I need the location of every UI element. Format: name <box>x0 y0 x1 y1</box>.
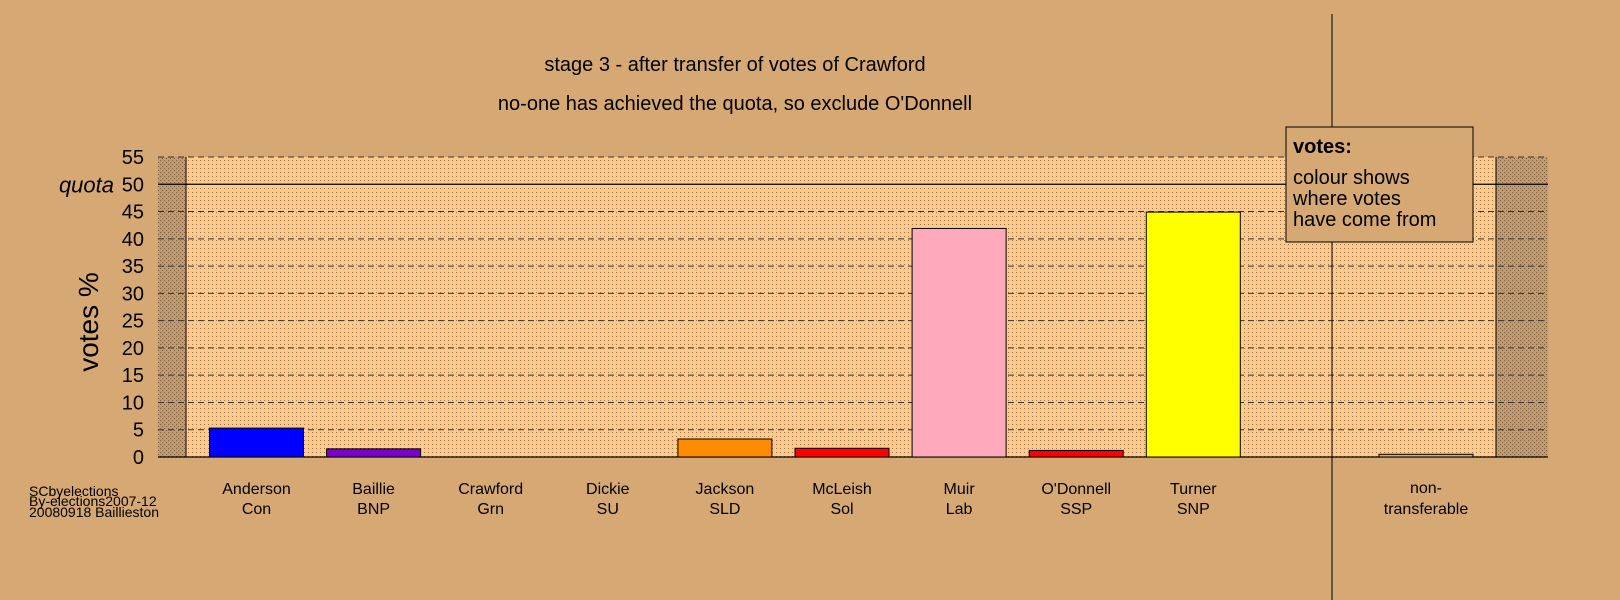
y-tick-label: 5 <box>133 420 144 442</box>
category-name-label: Crawford <box>458 481 523 498</box>
category-name-label: Baillie <box>352 481 395 498</box>
category-party-label: SNP <box>1177 501 1210 518</box>
y-tick-label: 35 <box>122 256 144 278</box>
legend-box <box>1285 126 1474 243</box>
y-tick-label: 55 <box>122 147 144 169</box>
category-party-label: BNP <box>357 501 390 518</box>
y-tick-labels: 0 5 10 15 20 25 30 35 40 45 50 55 <box>122 147 144 469</box>
bars <box>209 211 1474 458</box>
bar <box>1028 449 1124 458</box>
legend: votes: colour shows where votes have com… <box>1285 126 1474 243</box>
category-party-label: Lab <box>946 501 973 518</box>
category-nontransferable-label: transferable <box>1384 501 1469 518</box>
legend-line: colour shows <box>1293 167 1410 189</box>
y-tick-label: 45 <box>122 202 144 224</box>
y-tick-label: 10 <box>122 392 144 414</box>
bar <box>326 448 422 458</box>
category-name-label: Anderson <box>222 481 291 498</box>
category-nontransferable-label: non- <box>1410 480 1442 497</box>
y-tick-label: 25 <box>122 311 144 333</box>
plot-area-right-margin <box>1496 157 1548 457</box>
y-tick-label: 0 <box>133 447 144 469</box>
category-name-label: Turner <box>1170 481 1217 498</box>
category-party-label: SSP <box>1060 501 1092 518</box>
category-party-label: Sol <box>830 501 853 518</box>
category-name-label: Dickie <box>586 481 630 498</box>
y-tick-label: 20 <box>122 338 144 360</box>
bar-nontransferable <box>1378 453 1474 458</box>
category-party-label: Con <box>242 501 271 518</box>
y-tick-label: 30 <box>122 283 144 305</box>
legend-line: have come from <box>1293 209 1436 231</box>
y-tick-label: 50 <box>122 174 144 196</box>
bar <box>209 427 304 458</box>
legend-line: where votes <box>1292 188 1401 210</box>
bar <box>911 227 1007 458</box>
plot-area <box>186 157 1496 457</box>
y-tick-label: 40 <box>122 229 144 251</box>
category-party-label: SU <box>597 501 619 518</box>
y-tick-label: 15 <box>122 365 144 387</box>
category-name-label: O'Donnell <box>1041 481 1111 498</box>
y-axis-label: votes % <box>73 272 104 372</box>
bar <box>794 447 890 458</box>
legend-title: votes: <box>1293 136 1352 158</box>
category-name-label: McLeish <box>812 481 872 498</box>
category-labels: Anderson Con Baillie BNP Crawford Grn Dickie SU… <box>222 480 1468 518</box>
category-name-label: Jackson <box>696 481 755 498</box>
chart-title: stage 3 - after transfer of votes of Cra… <box>544 54 925 76</box>
category-name-label: Muir <box>944 481 976 498</box>
bar <box>677 438 773 458</box>
category-party-label: Grn <box>477 501 504 518</box>
chart-subtitle: no-one has achieved the quota, so exclud… <box>498 93 972 115</box>
source-line: By-elections2007-12 <box>29 493 157 509</box>
plot-area-left-margin <box>158 157 186 457</box>
bar <box>1145 211 1241 458</box>
source-line: 20080918 Baillieston <box>29 504 159 520</box>
category-party-label: SLD <box>709 501 740 518</box>
source-line: SCbyelections <box>29 483 119 499</box>
quota-label: quota <box>59 172 114 197</box>
